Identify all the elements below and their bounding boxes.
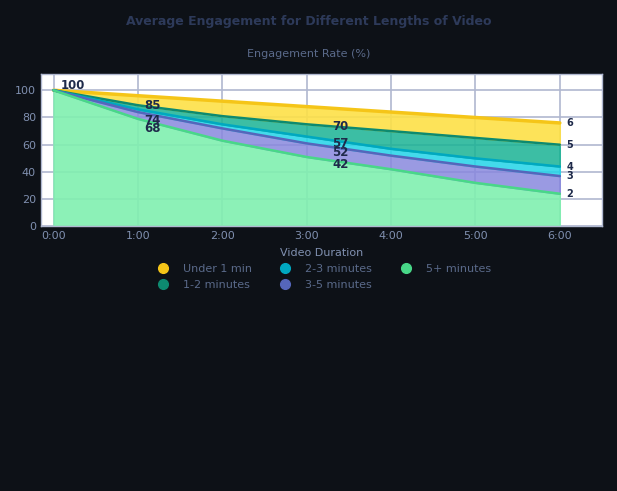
Text: 85: 85 [144, 99, 161, 112]
Text: 57: 57 [332, 137, 349, 150]
Text: 6: 6 [566, 118, 573, 128]
Text: Average Engagement for Different Lengths of Video: Average Engagement for Different Lengths… [126, 15, 491, 27]
Text: 74: 74 [144, 114, 161, 127]
Text: 100: 100 [60, 79, 85, 92]
Legend: Under 1 min, 1-2 minutes, 2-3 minutes, 3-5 minutes, 5+ minutes: Under 1 min, 1-2 minutes, 2-3 minutes, 3… [147, 260, 495, 294]
X-axis label: Video Duration: Video Duration [280, 248, 363, 258]
Text: 5: 5 [566, 140, 573, 150]
Text: 52: 52 [332, 146, 349, 159]
Text: 2: 2 [566, 189, 573, 199]
Text: 4: 4 [566, 162, 573, 171]
Text: 70: 70 [332, 120, 348, 133]
Text: 68: 68 [144, 122, 161, 136]
Text: 42: 42 [332, 158, 349, 171]
Text: Engagement Rate (%): Engagement Rate (%) [247, 49, 370, 59]
Text: 3: 3 [566, 171, 573, 181]
